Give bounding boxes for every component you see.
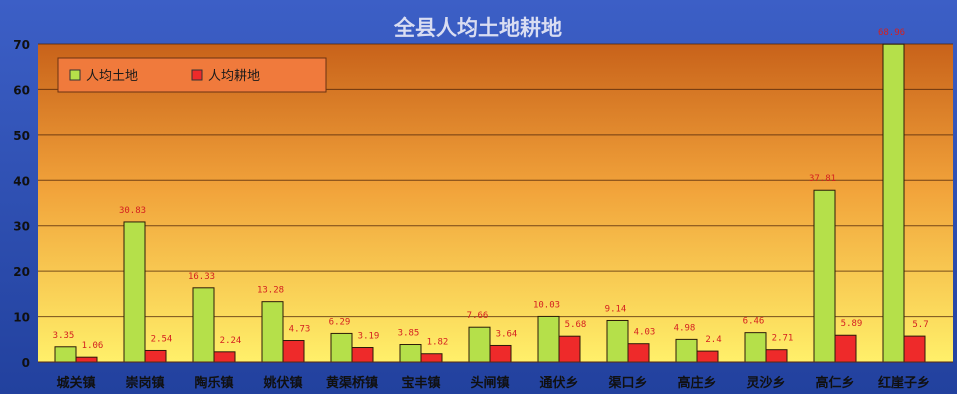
x-tick-label: 陶乐镇 xyxy=(194,375,233,391)
bar-farmland xyxy=(144,349,167,363)
bar-land xyxy=(330,332,353,363)
legend-swatch-land xyxy=(69,69,81,81)
bar-land xyxy=(123,221,146,363)
y-tick-label: 40 xyxy=(13,174,30,188)
bar-farmland xyxy=(834,334,857,363)
bar-farmland xyxy=(489,344,512,363)
x-tick-label: 宝丰镇 xyxy=(401,375,440,391)
value-labels: 3.35 1.06 30.83 2.54 16.33 2.24 13.28 4.73 6.29 3… xyxy=(53,28,929,351)
value-label-farmland: 1.06 xyxy=(82,341,104,351)
bar-farmland xyxy=(420,353,443,363)
chart-title: 全县人均土地耕地 xyxy=(393,16,562,40)
bar-farmland xyxy=(213,351,236,363)
value-label-land: 10.03 xyxy=(533,300,560,310)
x-tick-label: 姚伏镇 xyxy=(262,375,302,391)
bars xyxy=(54,43,926,363)
bar-farmland xyxy=(558,335,581,363)
bar-land xyxy=(537,315,560,363)
bar-farmland xyxy=(627,343,650,363)
bar-farmland xyxy=(903,335,926,363)
legend-label-farmland: 人均耕地 xyxy=(208,68,260,84)
value-label-farmland: 1.82 xyxy=(427,338,449,348)
bar-farmland xyxy=(765,349,788,363)
bar-land xyxy=(675,338,698,363)
bar-land xyxy=(261,301,284,363)
x-tick-label: 黄渠桥镇 xyxy=(326,375,378,391)
x-tick-label: 渠口乡 xyxy=(607,375,647,391)
y-tick-label: 60 xyxy=(13,83,30,97)
value-label-land: 3.85 xyxy=(398,329,420,339)
bar-land xyxy=(813,189,836,363)
bar-land xyxy=(606,319,629,363)
value-label-land: 7.66 xyxy=(467,311,489,321)
y-axis-ticks: 0 10 20 30 40 50 60 70 xyxy=(13,38,30,370)
plot-area xyxy=(38,44,953,362)
value-label-farmland: 5.68 xyxy=(565,320,587,330)
value-label-farmland: 3.19 xyxy=(358,332,380,342)
value-label-land: 37.81 xyxy=(809,174,836,184)
value-label-land: 16.33 xyxy=(188,272,215,282)
x-axis-ticks: 城关镇 崇岗镇 陶乐镇 姚伏镇 黄渠桥镇 宝丰镇 头闸镇 通伏乡 渠口乡 高庄乡 灵沙乡 高仁乡 红崖子… xyxy=(56,375,930,391)
value-label-farmland: 2.54 xyxy=(151,334,173,344)
bar-farmland xyxy=(75,356,98,363)
legend-label-land: 人均土地 xyxy=(86,69,138,84)
value-label-farmland: 2.4 xyxy=(705,335,721,345)
value-label-farmland: 2.71 xyxy=(772,334,794,344)
x-tick-label: 头闸镇 xyxy=(470,375,509,391)
legend: 人均土地 人均耕地 xyxy=(57,57,327,93)
x-tick-label: 灵沙乡 xyxy=(746,375,785,391)
x-tick-label: 高仁乡 xyxy=(815,375,854,391)
bar-land xyxy=(882,43,905,363)
x-tick-label: 红崖子乡 xyxy=(878,375,930,391)
bar-land xyxy=(192,287,215,363)
value-label-land: 3.35 xyxy=(53,331,75,341)
bar-land xyxy=(744,332,767,363)
value-label-land: 9.14 xyxy=(605,304,627,314)
value-label-land: 6.46 xyxy=(743,317,765,327)
y-tick-label: 10 xyxy=(13,311,30,325)
value-label-land: 68.96 xyxy=(878,28,905,38)
value-label-farmland: 3.64 xyxy=(496,329,518,339)
x-tick-label: 通伏乡 xyxy=(539,375,578,391)
bar-farmland xyxy=(351,347,374,363)
x-tick-label: 城关镇 xyxy=(56,375,95,391)
bar-land xyxy=(54,346,77,363)
bar-land xyxy=(399,344,422,363)
y-tick-label: 30 xyxy=(13,220,30,234)
value-label-farmland: 5.89 xyxy=(841,319,863,329)
value-label-farmland: 2.24 xyxy=(220,336,242,346)
bar-farmland xyxy=(282,340,305,363)
value-label-land: 4.98 xyxy=(674,323,696,333)
y-tick-label: 0 xyxy=(22,356,30,370)
y-tick-label: 50 xyxy=(13,129,30,143)
x-tick-label: 崇岗镇 xyxy=(125,375,164,391)
value-label-farmland: 4.03 xyxy=(634,328,656,338)
bar-land xyxy=(468,326,491,363)
x-tick-label: 高庄乡 xyxy=(677,375,716,391)
legend-swatch-farmland xyxy=(191,69,203,81)
value-label-land: 13.28 xyxy=(257,286,284,296)
value-label-farmland: 4.73 xyxy=(289,325,311,335)
value-label-land: 6.29 xyxy=(329,317,351,327)
y-tick-label: 20 xyxy=(13,265,30,279)
value-label-land: 30.83 xyxy=(119,206,146,216)
bar-farmland xyxy=(696,350,719,363)
value-label-farmland: 5.7 xyxy=(912,320,928,330)
y-tick-label: 70 xyxy=(13,38,30,52)
